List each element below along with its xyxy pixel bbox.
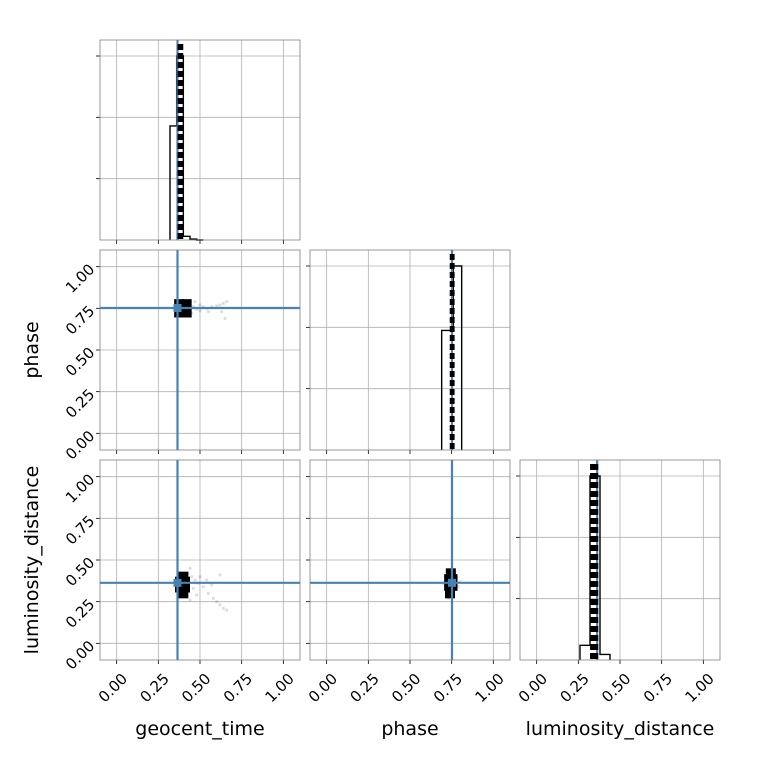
x-tick-label: 1.00 bbox=[471, 670, 507, 706]
panel-frame bbox=[99, 459, 301, 661]
sample-point bbox=[190, 575, 194, 579]
sample-point bbox=[215, 304, 219, 308]
sample-point bbox=[210, 583, 214, 587]
sample-point bbox=[188, 598, 192, 602]
sample-point bbox=[198, 575, 202, 579]
sample-point bbox=[191, 586, 195, 590]
x-tick-label: 0.25 bbox=[556, 670, 592, 706]
sample-point bbox=[211, 596, 215, 600]
y-tick-label: 0.25 bbox=[62, 385, 98, 421]
panel-frame bbox=[519, 459, 721, 661]
x-tick-label: 0.50 bbox=[388, 670, 424, 706]
x-tick-label: 0.50 bbox=[178, 670, 214, 706]
x-tick-label: 0.00 bbox=[515, 670, 551, 706]
x-tick-label: 0.50 bbox=[598, 670, 634, 706]
sample-point bbox=[218, 573, 222, 577]
sample-point bbox=[225, 300, 229, 304]
x-tick-label: 1.00 bbox=[681, 670, 717, 706]
panel-geocent_time-vs-luminosity_distance bbox=[96, 459, 301, 664]
panel-geocent_time-vs-phase bbox=[96, 249, 301, 454]
sample-point bbox=[215, 600, 219, 604]
sample-point bbox=[195, 593, 199, 597]
density-cell bbox=[181, 299, 192, 310]
panel-phase-hist bbox=[306, 249, 511, 454]
y-tick-label: 0.50 bbox=[62, 554, 98, 590]
density-cell bbox=[174, 307, 185, 318]
sample-point bbox=[223, 316, 227, 320]
x-tick-label: 0.25 bbox=[136, 670, 172, 706]
x-tick-label: 1.00 bbox=[261, 670, 297, 706]
sample-point bbox=[218, 303, 222, 307]
x-axis-label-phase: phase bbox=[381, 718, 438, 740]
panel-frame bbox=[99, 249, 301, 451]
histogram-geocent_time bbox=[169, 55, 204, 241]
x-tick-label: 0.75 bbox=[220, 670, 256, 706]
y-tick-label: 0.00 bbox=[62, 427, 98, 463]
x-tick-label: 0.25 bbox=[346, 670, 382, 706]
x-tick-label: 0.75 bbox=[430, 670, 466, 706]
sample-point bbox=[221, 606, 225, 610]
density-cell bbox=[178, 571, 189, 582]
y-tick-label: 1.00 bbox=[62, 260, 98, 296]
sample-point bbox=[193, 300, 197, 304]
truth-marker bbox=[173, 578, 182, 587]
x-tick-label: 0.00 bbox=[95, 670, 131, 706]
panel-luminosity_distance-hist bbox=[516, 459, 721, 664]
panel-phase-vs-luminosity_distance bbox=[306, 459, 511, 664]
panel-frame bbox=[309, 459, 511, 661]
sample-point bbox=[456, 585, 460, 589]
histogram-phase bbox=[440, 265, 463, 450]
sample-point bbox=[221, 301, 225, 305]
y-axis-label-phase: phase bbox=[21, 321, 43, 378]
density-cell bbox=[178, 588, 189, 599]
sample-point bbox=[220, 310, 224, 314]
y-tick-label: 0.25 bbox=[62, 595, 98, 631]
sample-point bbox=[193, 578, 197, 582]
x-tick-label: 0.75 bbox=[640, 670, 676, 706]
truth-marker bbox=[448, 578, 456, 587]
sample-point bbox=[218, 603, 222, 607]
density-cell bbox=[181, 307, 192, 318]
sample-point bbox=[201, 585, 205, 589]
y-tick-label: 1.00 bbox=[62, 470, 98, 506]
panel-geocent_time-hist bbox=[96, 39, 301, 244]
sample-point bbox=[198, 309, 202, 313]
sample-point bbox=[206, 310, 210, 314]
panel-frame bbox=[309, 249, 511, 451]
x-axis-label-geocent_time: geocent_time bbox=[135, 718, 264, 740]
density-cell bbox=[180, 582, 190, 593]
sample-point bbox=[206, 591, 210, 595]
panel-frame bbox=[99, 39, 301, 241]
y-axis-label-luminosity_distance: luminosity_distance bbox=[21, 466, 43, 655]
sample-point bbox=[205, 578, 209, 582]
y-tick-label: 0.00 bbox=[62, 637, 98, 673]
truth-marker bbox=[173, 304, 182, 312]
sample-point bbox=[225, 608, 229, 612]
density-cell bbox=[445, 588, 455, 599]
x-tick-label: 0.00 bbox=[305, 670, 341, 706]
x-axis-label-luminosity_distance: luminosity_distance bbox=[526, 718, 715, 740]
y-tick-label: 0.75 bbox=[62, 512, 98, 548]
density-cell bbox=[445, 568, 456, 579]
y-tick-label: 0.50 bbox=[62, 344, 98, 380]
sample-point bbox=[198, 303, 202, 307]
sample-point bbox=[188, 566, 192, 570]
y-tick-label: 0.75 bbox=[62, 302, 98, 338]
